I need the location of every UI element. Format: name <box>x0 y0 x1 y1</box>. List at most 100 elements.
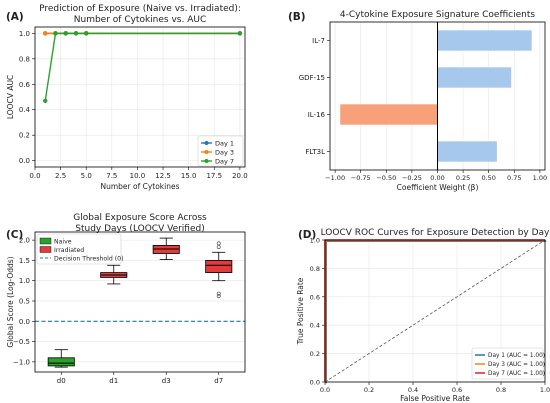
a-ytick-label: 0.2 <box>19 132 30 140</box>
a-plot-frame <box>34 26 246 168</box>
d-xtick-label: 0.4 <box>408 386 418 394</box>
a-xtick-label: 5.0 <box>81 172 92 180</box>
d-legend <box>471 347 544 380</box>
d-xtick-label: 0.6 <box>452 386 462 394</box>
a-ylabel: LOOCV AUC <box>6 75 15 119</box>
c-legend-swatch <box>39 237 52 245</box>
a-legend-label: Day 1 <box>215 139 234 147</box>
c-title: Global Exposure Score Across <box>73 213 207 223</box>
c-xtick-label: d1 <box>109 377 118 385</box>
a-xtick-label: 15.0 <box>181 172 197 180</box>
a-series-point <box>84 31 89 36</box>
b-ytick-label: GDF-15 <box>299 74 325 82</box>
d-ytick-label: 0.6 <box>310 293 320 301</box>
d-ytick-label: 0.0 <box>310 379 320 387</box>
c-outlier <box>216 294 221 299</box>
d-xtick-label: 0.8 <box>496 386 506 394</box>
d-ytick-label: 0.8 <box>310 265 320 273</box>
a-series-point <box>73 31 79 36</box>
d-diagonal <box>324 239 546 383</box>
c-ytick-label: 0.0 <box>19 318 30 326</box>
a-series-point <box>237 31 243 36</box>
b-bar <box>437 30 532 51</box>
a-title: Prediction of Exposure (Naive vs. Irradi… <box>39 4 241 14</box>
a-xtick-label: 10.0 <box>130 172 146 180</box>
c-ylabel: Global Score (Log-Odds) <box>6 256 15 347</box>
b-xtick-label: 0.25 <box>456 174 470 182</box>
a-xtick-label: 17.5 <box>206 172 222 180</box>
c-legend-label: Naive <box>54 238 72 245</box>
d-ylabel: True Positive Rate <box>296 277 305 345</box>
b-ytick-label: IL-7 <box>312 37 325 45</box>
c-ytick-label: 1.5 <box>19 257 30 265</box>
d-title: LOOCV ROC Curves for Exposure Detection … <box>321 228 550 238</box>
d-plot-frame <box>324 239 546 383</box>
a-ytick-label: 0.0 <box>19 157 30 165</box>
b-title: 4-Cytokine Exposure Signature Coefficien… <box>340 10 535 20</box>
d-legend-label: Day 7 (AUC = 1.00) <box>488 371 545 377</box>
b-xtick-label: −1.00 <box>325 174 345 182</box>
c-outlier <box>216 245 221 249</box>
b-xlabel: Coefficient Weight (β) <box>397 183 479 192</box>
c-panel-label: (C) <box>6 229 23 241</box>
c-legend-label: Decision Threshold (0) <box>54 255 124 262</box>
a-series-point <box>53 31 58 36</box>
c-legend-swatch <box>39 246 52 253</box>
c-box <box>205 260 233 273</box>
c-plot-frame <box>34 231 246 373</box>
b-ytick-label: IL-16 <box>308 111 326 119</box>
d-xtick-label: 0.2 <box>364 386 374 394</box>
c-ytick-label: −1.0 <box>13 358 30 366</box>
a-xtick-label: 12.5 <box>155 172 171 180</box>
a-series-line <box>44 32 240 101</box>
a-series-point <box>43 98 48 104</box>
b-xtick-label: −0.75 <box>351 174 371 182</box>
c-ytick-label: −0.5 <box>13 338 30 346</box>
b-xtick-label: −0.50 <box>376 174 396 182</box>
d-ytick-label: 0.2 <box>310 350 320 358</box>
b-xtick-label: 0.75 <box>507 174 521 182</box>
b-ytick-label: FLT3L <box>305 148 325 156</box>
c-ytick-label: 2.0 <box>19 237 30 245</box>
a-xtick-label: 20.0 <box>232 172 248 180</box>
d-ytick-label: 0.4 <box>310 322 320 330</box>
c-title-line2: Study Days (LOOCV Verified) <box>75 224 204 234</box>
a-series-point <box>43 31 48 36</box>
d-xlabel: False Positive Rate <box>400 394 470 403</box>
a-title-line2: Number of Cytokines vs. AUC <box>74 15 206 25</box>
a-xtick-label: 2.5 <box>55 172 66 180</box>
b-bar <box>437 67 512 88</box>
d-ytick-label: 1.0 <box>310 237 320 245</box>
c-xtick-label: d3 <box>162 377 171 385</box>
c-ytick-label: 0.5 <box>19 297 30 305</box>
a-ytick-label: 0.6 <box>19 81 31 89</box>
c-xtick-label: d0 <box>57 377 66 385</box>
a-legend-label: Day 3 <box>215 148 234 156</box>
b-xtick-label: −0.25 <box>402 174 422 182</box>
c-outlier <box>216 291 221 296</box>
d-panel-label: (D) <box>298 229 316 241</box>
a-legend-marker <box>204 141 209 145</box>
c-box <box>47 357 75 367</box>
c-legend <box>36 233 122 265</box>
b-plot-frame <box>329 21 546 171</box>
a-ytick-label: 0.8 <box>19 55 30 63</box>
c-xtick-label: d7 <box>214 377 223 385</box>
d-xtick-label: 1.0 <box>540 386 550 394</box>
a-ytick-label: 1.0 <box>19 30 30 38</box>
d-xtick-label: 0.0 <box>320 386 330 394</box>
a-legend-label: Day 7 <box>215 157 234 165</box>
d-legend-label: Day 3 (AUC = 1.00) <box>488 362 545 368</box>
a-series-point <box>63 31 68 36</box>
b-bar <box>437 141 497 162</box>
b-xtick-label: 0.50 <box>481 174 495 182</box>
c-outlier <box>216 241 221 246</box>
a-xtick-label: 0.0 <box>29 172 40 180</box>
a-legend-marker <box>204 159 209 163</box>
b-panel-label: (B) <box>288 11 306 23</box>
a-xlabel: Number of Cytokines <box>100 182 179 191</box>
d-legend-label: Day 1 (AUC = 1.00) <box>488 353 545 359</box>
a-panel-label: (A) <box>6 11 24 23</box>
c-legend-label: Irradiated <box>54 247 84 254</box>
